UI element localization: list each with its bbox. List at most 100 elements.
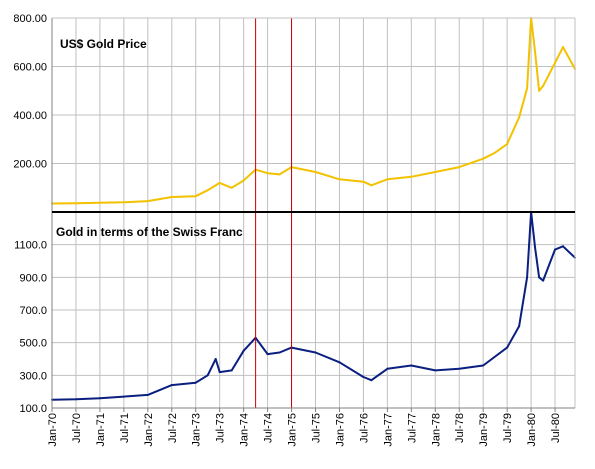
x-tick-label: Jan-78 [430,413,442,447]
bottom-data-point [458,367,461,370]
x-tick-label: Jul-71 [119,413,131,443]
top-data-point [278,173,281,176]
bottom-data-point [278,351,281,354]
x-tick-label: Jan-72 [143,413,155,447]
bottom-data-point [242,349,245,352]
top-data-point [482,157,485,160]
top-data-point [194,195,197,198]
bottom-data-point [338,361,341,364]
bottom-data-point [214,358,217,360]
top-data-point [362,180,365,183]
bottom-data-point [266,353,269,356]
bottom-data-point [410,364,413,367]
x-tick-label: Jul-76 [358,413,370,443]
bottom-data-point [482,364,485,367]
bottom-data-point [506,346,509,349]
x-tick-label: Jul-74 [263,413,275,443]
top-y-tick-label: 800.00 [13,13,47,25]
top-chart-title: US$ Gold Price [60,37,147,51]
top-data-point [554,61,556,64]
top-data-point [314,171,317,173]
bottom-data-point [538,276,541,279]
axes [51,17,576,412]
top-data-point [75,202,77,205]
x-tick-label: Jul-80 [550,413,562,443]
top-data-point [494,151,497,154]
x-tick-label: Jul-79 [502,413,514,443]
bottom-y-tick-label: 700.0 [19,305,47,317]
bottom-y-tick-label: 300.0 [19,370,47,382]
top-data-point [338,178,341,181]
bottom-series-layer [51,211,576,401]
x-tick-label: Jan-75 [287,413,299,447]
bottom-data-point [562,245,564,248]
x-tick-label: Jul-75 [310,413,322,443]
top-data-point [370,184,373,187]
bottom-data-point [218,371,221,374]
top-data-point [170,196,173,198]
top-data-point [562,46,564,49]
bottom-y-tick-label: 900.0 [19,272,47,284]
top-data-point [206,189,209,192]
top-data-point [538,89,541,92]
top-data-point [458,166,461,169]
bottom-y-tick-label: 500.0 [19,338,47,350]
x-tick-label: Jan-80 [526,413,538,447]
top-data-point [542,84,545,87]
bottom-data-point [542,279,545,282]
bottom-data-point [230,369,233,372]
top-data-point [526,87,529,90]
top-data-point [434,171,437,173]
top-data-point [266,172,269,175]
top-data-point [218,181,221,184]
x-tick-label: Jan-76 [334,413,346,447]
bottom-data-point [386,367,389,370]
bottom-y-tick-label: 1100.0 [14,240,47,252]
bottom-data-point [122,395,125,398]
bottom-data-point [98,397,101,400]
bottom-data-point [370,379,373,382]
bottom-data-point [146,393,149,396]
bottom-data-point [314,351,317,354]
x-tick-label: Jul-73 [215,413,227,443]
top-data-point [98,201,101,204]
x-tick-label: Jan-74 [239,413,251,447]
bottom-data-point [434,369,437,372]
top-data-point [242,179,245,182]
top-series-layer [51,17,576,205]
bottom-gridlines [51,212,575,409]
x-tick-label: Jul-72 [167,413,179,443]
bottom-data-point [554,248,556,251]
x-tick-label: Jan-73 [191,413,203,447]
x-tick-label: Jan-79 [478,413,490,447]
bottom-data-point [206,374,209,377]
top-data-point [230,186,233,189]
top-y-tick-label: 400.00 [13,110,47,122]
x-tick-label: Jan-70 [47,413,59,447]
bottom-data-point [194,381,197,384]
bottom-chart-title: Gold in terms of the Swiss Franc [56,225,243,239]
top-data-point [146,200,149,203]
bottom-y-tick-label: 100.0 [19,403,47,415]
top-data-point [518,116,521,119]
top-data-point [410,175,413,178]
bottom-data-point [170,384,173,387]
x-tick-label: Jul-77 [406,413,418,443]
bottom-data-point [518,325,521,328]
bottom-data-point [362,376,365,378]
x-tick-label: Jan-71 [95,413,107,447]
top-data-point [506,143,509,146]
x-tick-label: Jan-77 [382,413,394,447]
x-tick-label: Jul-70 [71,413,83,443]
top-y-tick-label: 600.00 [13,62,47,74]
x-tick-label: Jul-78 [454,413,466,443]
bottom-data-point [534,246,537,249]
tick-labels: 200.00 400.00 600.00 800.00 100.0 300.0 500.0 7… [13,13,562,447]
top-data-point [386,178,389,181]
top-y-tick-label: 200.00 [13,159,47,171]
top-data-point [534,51,537,53]
top-data-point [122,201,125,204]
